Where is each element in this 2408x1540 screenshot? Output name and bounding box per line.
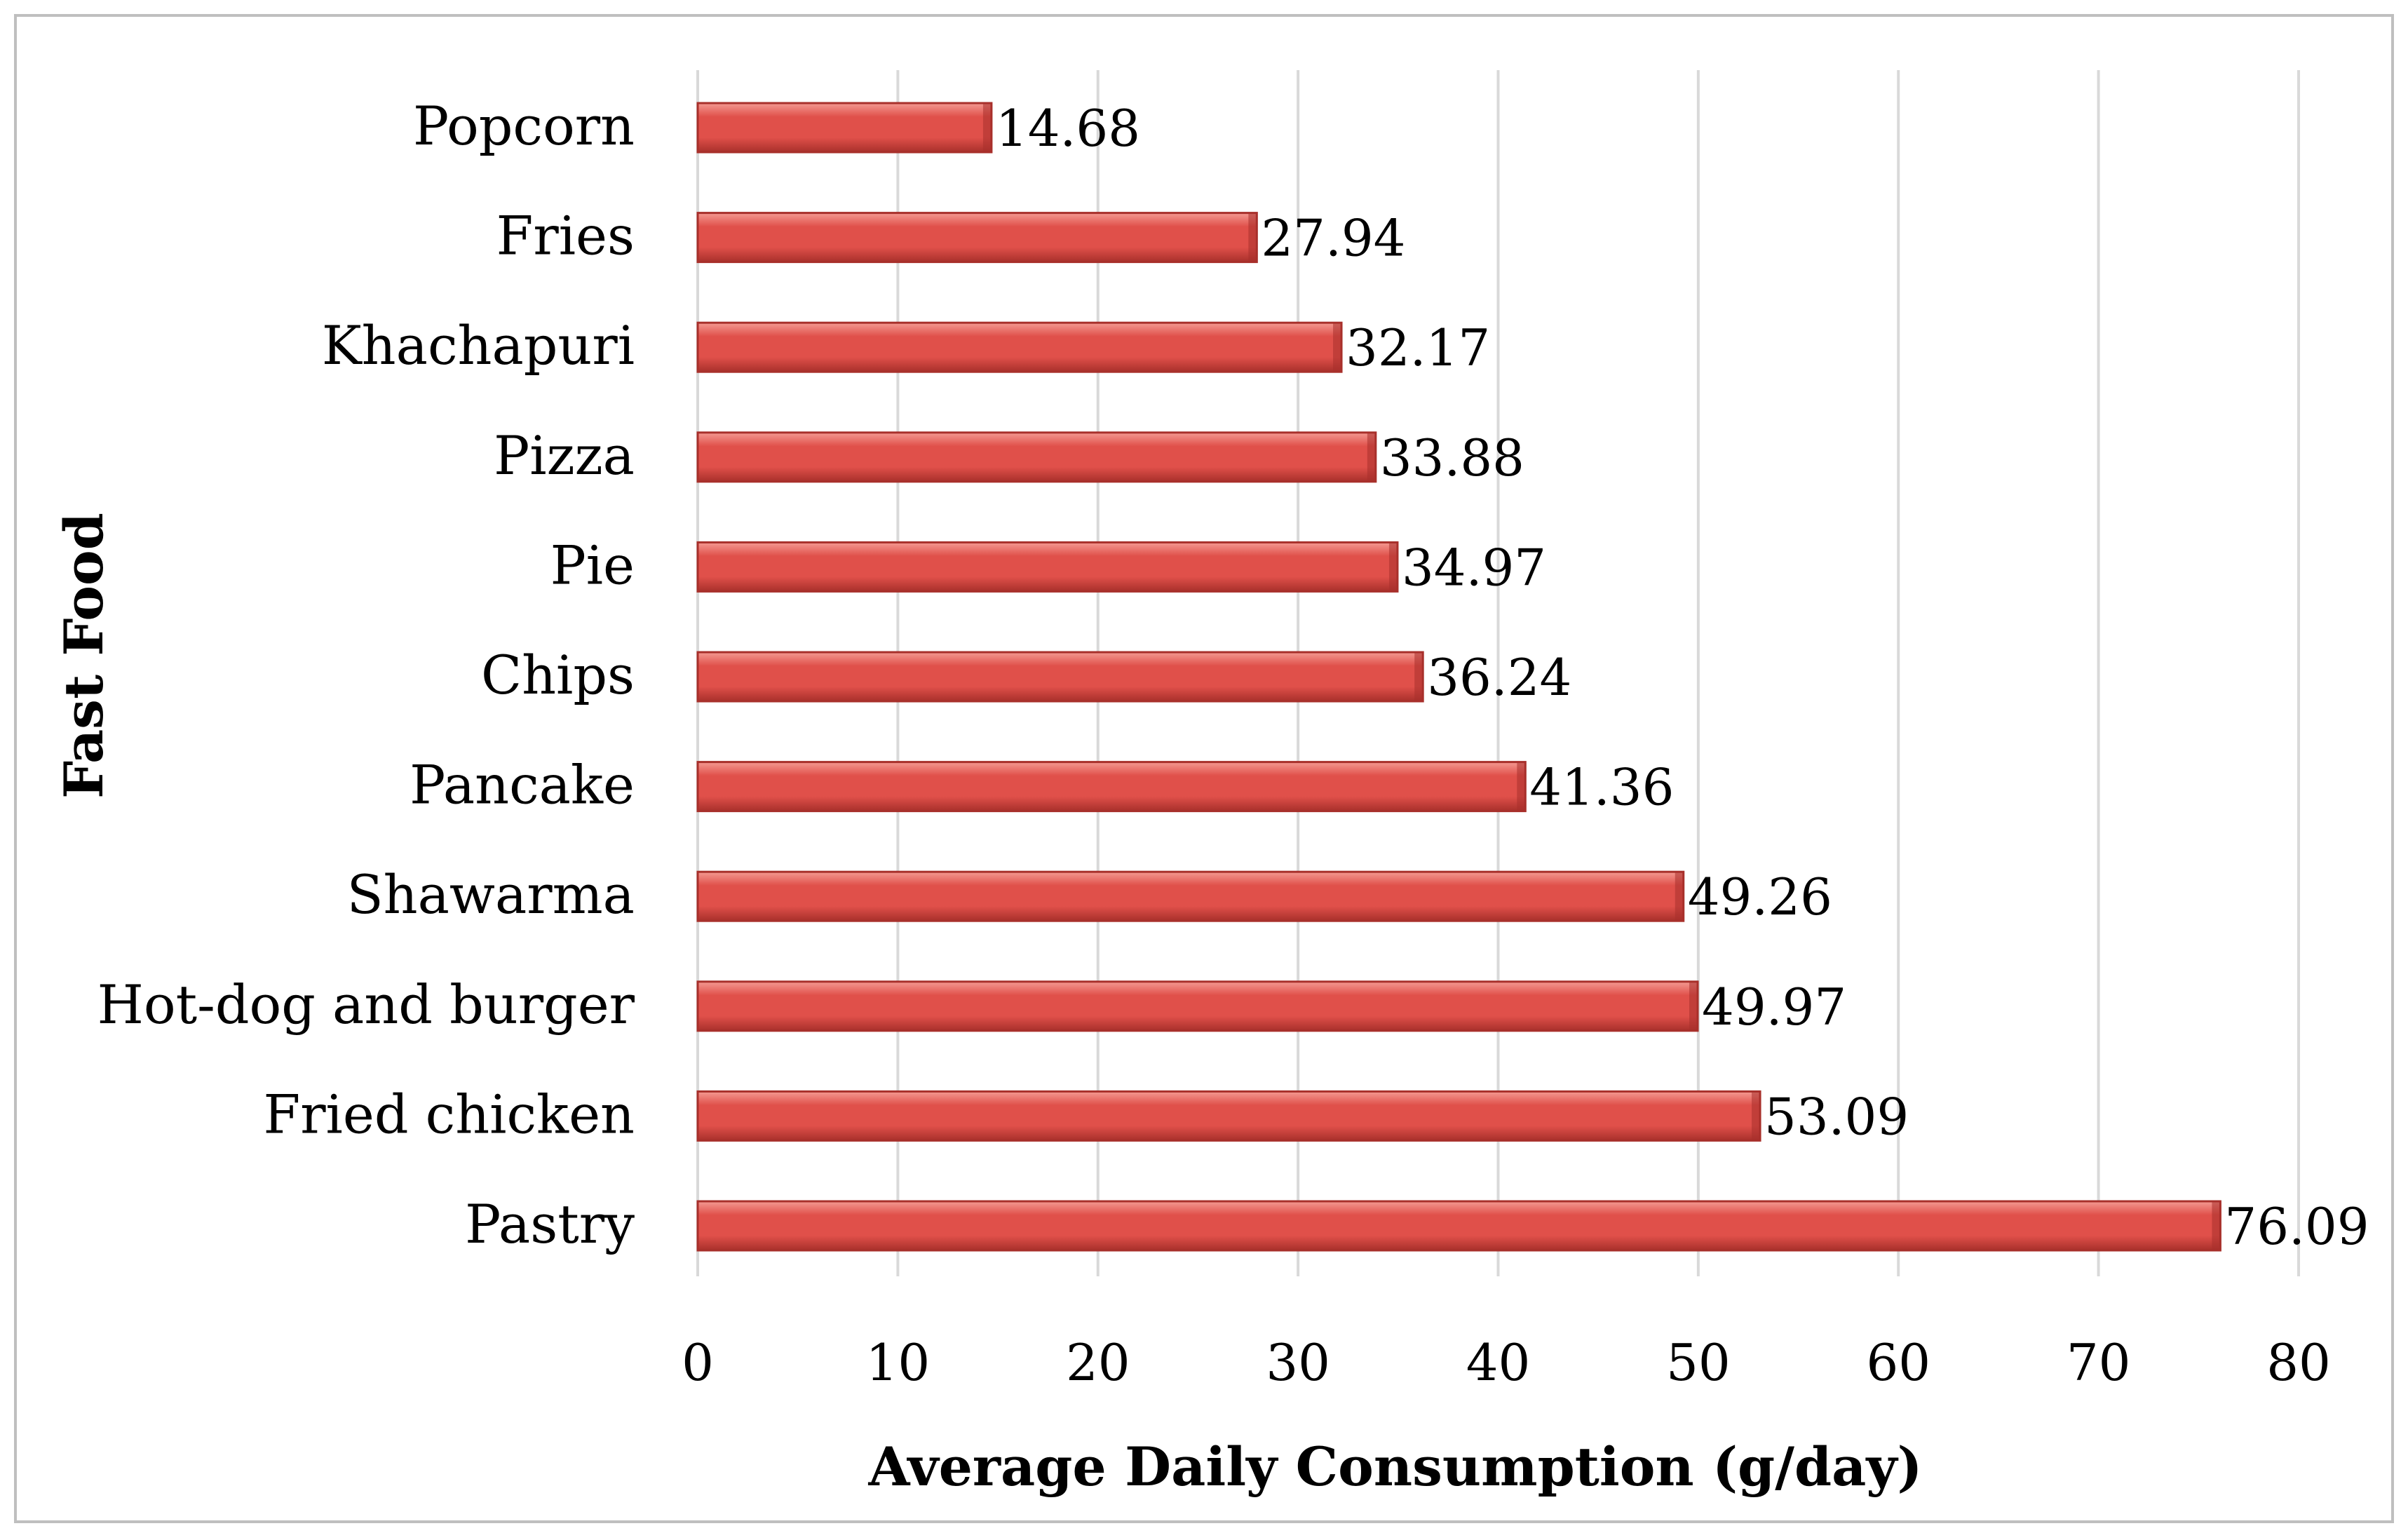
x-tick-label: 70 — [2067, 1333, 2131, 1392]
bar-value-label: 27.94 — [1261, 209, 1405, 268]
category-label: Pizza — [494, 424, 635, 487]
bar-end-cap — [1333, 323, 1342, 372]
bar-end-cap — [1517, 762, 1526, 811]
value-labels: 14.68 27.94 32.17 33.88 34.97 36.24 41.3649.26… — [996, 99, 2369, 1256]
bar-pancake — [696, 761, 1527, 813]
bar-pie — [696, 541, 1399, 593]
bar-value-label: 49.97 — [1702, 978, 1846, 1036]
bar-end-cap — [2212, 1201, 2221, 1250]
category-label: Fries — [496, 205, 635, 267]
x-tick-label: 0 — [682, 1333, 714, 1392]
category-label: Pastry — [465, 1193, 635, 1255]
bars — [696, 102, 2221, 1252]
bar-fries — [696, 212, 1258, 264]
x-tick-label: 30 — [1266, 1333, 1330, 1392]
bar-value-label: 32.17 — [1346, 318, 1490, 377]
gridlines — [696, 70, 2300, 1276]
bar-value-label: 49.26 — [1688, 867, 1832, 926]
bar-end-cap — [1414, 652, 1423, 701]
bar-end-cap — [1388, 542, 1398, 592]
category-label: Shawarma — [347, 863, 635, 926]
bar-value-label: 36.24 — [1427, 648, 1571, 707]
bar-value-label: 76.09 — [2224, 1197, 2369, 1256]
x-tick-label: 80 — [2266, 1333, 2331, 1392]
bar-pastry — [696, 1200, 2221, 1252]
x-axis-title: Average Daily Consumption (g/day) — [868, 1436, 1923, 1498]
category-label: Chips — [481, 644, 635, 706]
x-tick-label: 40 — [1466, 1333, 1531, 1392]
x-tick-label: 20 — [1066, 1333, 1130, 1392]
category-label: Popcorn — [413, 95, 635, 157]
bar-end-cap — [982, 103, 992, 152]
category-label: Khachapuri — [322, 314, 635, 377]
bar-khachapuri — [696, 321, 1343, 373]
x-tick-label: 50 — [1666, 1333, 1731, 1392]
bar-pizza — [696, 431, 1377, 483]
x-tick-labels: 0 10 20 30 40 50 60 70 80 — [682, 1333, 2331, 1392]
bar-value-label: 34.97 — [1402, 538, 1546, 597]
bar-end-cap — [1752, 1091, 1761, 1141]
category-label: Pie — [550, 534, 635, 596]
bar-popcorn — [696, 102, 993, 154]
bar-hot-dog-and-burger — [696, 980, 1699, 1032]
bar-value-label: 33.88 — [1380, 428, 1524, 487]
bar-fried-chicken — [696, 1090, 1761, 1142]
category-label: Hot-dog and burger — [97, 973, 635, 1036]
bar-end-cap — [1367, 432, 1376, 482]
bar-value-label: 14.68 — [996, 99, 1140, 158]
bar-end-cap — [1248, 212, 1257, 262]
x-tick-label: 10 — [866, 1333, 931, 1392]
bar-value-label: 53.09 — [1764, 1087, 1909, 1146]
x-tick-label: 60 — [1866, 1333, 1930, 1392]
bar-end-cap — [1689, 981, 1698, 1031]
bar-end-cap — [1675, 872, 1684, 921]
bar-value-label: 41.36 — [1529, 758, 1674, 817]
category-label: Fried chicken — [263, 1083, 635, 1145]
y-axis-title: Fast Food — [53, 513, 115, 799]
category-labels: Popcorn Fries Khachapuri Pizza Pie Chips Panca… — [97, 95, 635, 1255]
bar-chips — [696, 651, 1424, 703]
bar-shawarma — [696, 870, 1685, 922]
category-label: Pancake — [410, 754, 635, 816]
